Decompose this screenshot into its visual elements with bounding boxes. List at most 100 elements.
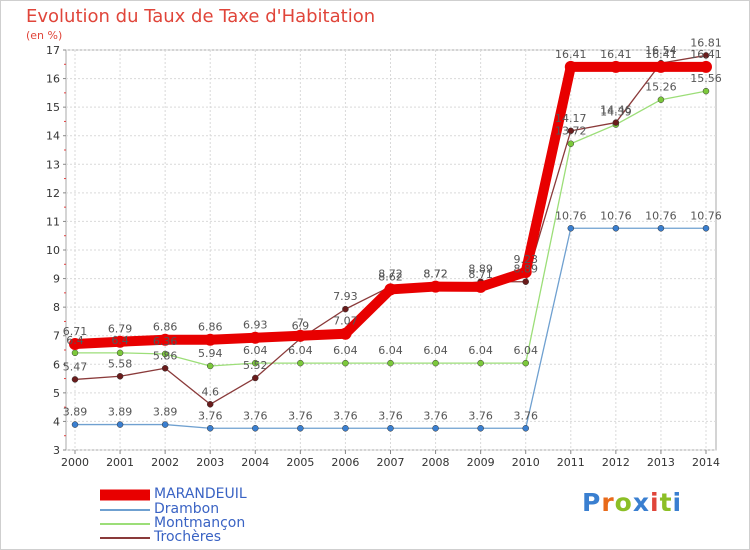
data-label-3: 8.72 [423,268,448,281]
y-tick-label: 12 [46,187,60,200]
series-point-2 [657,96,665,103]
series-point-1 [297,425,304,432]
proxiti-logo: Proxiti [582,488,682,517]
data-label-0: 16.41 [600,48,632,61]
data-label-1: 3.76 [423,409,448,422]
x-tick-label: 2008 [422,456,450,469]
logo-letter: t [659,488,673,517]
y-tick-label: 6 [53,358,60,371]
data-label-2: 6.04 [513,344,538,357]
x-tick-label: 2000 [61,456,89,469]
data-label-1: 3.76 [513,409,538,422]
series-point-0 [474,280,487,293]
data-label-0: 7 [297,317,304,330]
data-label-0: 16.41 [555,48,587,61]
data-label-0: 6.71 [63,325,88,338]
x-tick-label: 2003 [196,456,224,469]
data-label-1: 3.76 [243,409,268,422]
series-point-2 [387,359,394,367]
series-point-2 [297,359,304,367]
data-label-0: 6.79 [108,323,133,336]
logo-letter: i [650,488,660,517]
series-point-3 [71,376,79,383]
data-label-2: 13.72 [555,125,587,138]
x-tick-label: 2012 [602,456,630,469]
data-label-3: 14.46 [600,104,632,117]
data-label-2: 6.04 [423,344,448,357]
series-point-1 [657,225,665,232]
series-layer [69,52,712,432]
data-label-1: 10.76 [555,209,587,222]
series-point-1 [477,425,484,432]
y-tick-label: 10 [46,244,60,257]
series-point-2 [567,140,575,147]
data-label-0: 8.72 [423,268,448,281]
series-point-2 [116,349,124,357]
series-point-0 [384,283,397,296]
series-point-2 [702,87,710,95]
data-label-3: 14.17 [555,112,587,125]
data-label-0: 16.41 [690,48,722,61]
series-point-3 [161,365,169,372]
series-point-3 [342,305,349,313]
series-point-0 [114,335,127,348]
data-label-1: 3.89 [63,406,88,419]
series-point-1 [612,225,620,232]
data-label-3: 4.6 [201,385,219,398]
x-tick-label: 2002 [151,456,179,469]
data-label-2: 6.4 [66,334,84,347]
chart-title: Evolution du Taux de Taxe d'Habitation [26,6,376,27]
data-label-1: 3.76 [468,409,493,422]
data-label-3: 16.81 [690,36,722,49]
data-label-1: 10.76 [600,209,632,222]
data-label-1: 10.76 [690,209,722,222]
series-point-2 [71,349,79,357]
x-tick-label: 2011 [557,456,585,469]
data-label-0: 16.41 [645,48,677,61]
data-label-0: 6.86 [153,321,178,334]
logo-letter: i [672,488,683,517]
legend-label-marandeuil: MARANDEUIL [154,486,247,502]
y-tick-label: 3 [53,444,60,457]
x-tick-label: 2009 [467,456,495,469]
data-label-0: 9.23 [513,253,538,266]
y-tick-label: 16 [46,73,60,86]
data-label-2: 6.04 [243,344,268,357]
data-label-3: 8.72 [378,268,403,281]
y-tick-label: 17 [46,44,60,57]
data-label-0: 8.71 [468,268,493,281]
series-point-1 [342,425,349,432]
series-point-0 [69,338,81,350]
series-point-1 [252,425,259,432]
series-point-0 [519,266,532,278]
data-label-2: 6.36 [153,335,178,348]
data-label-2: 15.56 [690,72,722,85]
series-point-1 [387,425,394,432]
data-label-3: 5.52 [243,359,268,372]
legend-swatch-trocheres [100,537,150,539]
series-point-3 [567,127,575,135]
y-tick-label: 11 [46,215,60,228]
logo-letter: r [601,488,615,517]
series-point-0 [294,329,307,342]
series-point-3 [612,119,620,126]
logo-letter: x [632,488,650,517]
x-tick-label: 2001 [106,456,134,469]
data-label-1: 10.76 [645,209,677,222]
data-label-1: 3.89 [153,406,178,419]
data-label-2: 15.26 [645,81,677,94]
series-point-0 [429,280,442,293]
x-tick-label: 2010 [512,456,540,469]
series-point-3 [116,373,124,380]
series-point-0 [609,60,622,73]
data-label-2: 6.04 [333,344,358,357]
x-tick-label: 2007 [377,456,405,469]
legend-label-drambon: Drambon [154,501,220,517]
legend-swatch-marandeuil [100,489,150,501]
y-tick-label: 4 [53,415,60,428]
x-tick-label: 2005 [286,456,314,469]
series-point-1 [161,421,169,428]
series-point-0 [204,333,217,346]
legend-label-montmancon: Montmançon [154,515,246,531]
